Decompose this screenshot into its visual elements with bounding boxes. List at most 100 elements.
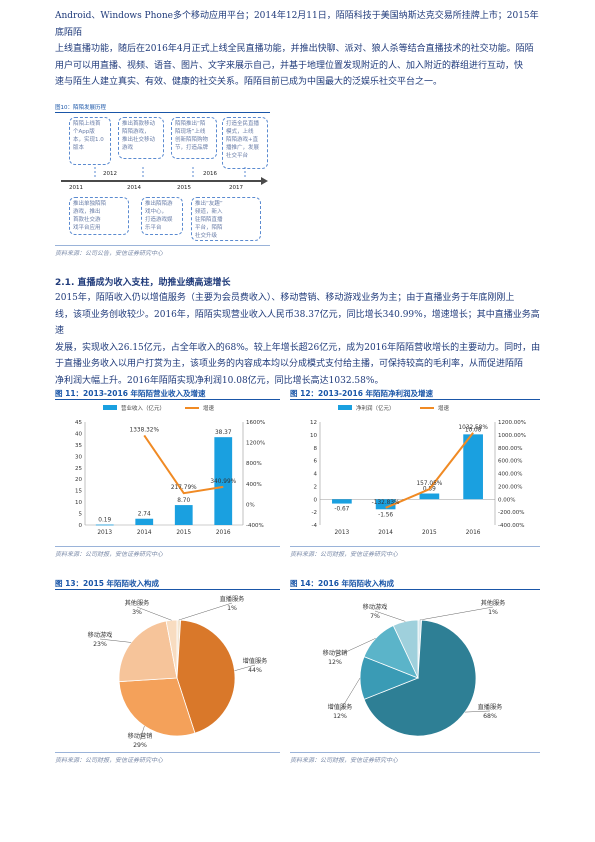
- pie-slice: [118, 677, 196, 737]
- y2-tick-label: -400.00%: [498, 523, 524, 529]
- y-tick-label: 2: [314, 484, 318, 490]
- y-tick-label: 20: [75, 477, 82, 483]
- y2-tick-label: 0%: [246, 502, 255, 508]
- timeline-top-box: 陌陌上线首 个App版 本，实现1.0 版本: [69, 117, 111, 165]
- slice-name-label: 增值服务: [243, 657, 268, 665]
- fig13-chart: 直播服务 1% 增值服务 44% 移动营销 29% 移动游戏 23% 其他服务 3%: [88, 595, 268, 749]
- timeline-axis: [61, 167, 268, 185]
- y2-tick-label: 200.00%: [498, 484, 522, 490]
- timeline-year: 2015: [177, 185, 191, 191]
- x-tick-label: 2015: [422, 530, 437, 536]
- y-tick-label: -4: [312, 523, 318, 529]
- section-line: 净利润大幅上升。2016年陌陌实现净利润10.08亿元，同比增长高达1032.5…: [55, 375, 384, 386]
- leader-line: [99, 638, 132, 643]
- y-tick-label: 0: [79, 523, 83, 529]
- leader-line: [339, 677, 361, 712]
- y2-tick-label: 1600%: [246, 420, 265, 426]
- y-tick-label: 8: [314, 446, 318, 452]
- y2-tick-label: 400%: [246, 482, 262, 488]
- growth-value-label: 217.79%: [171, 485, 197, 491]
- legend-label: 营业收入（亿元）: [121, 404, 165, 412]
- fig11-chart: 营业收入（亿元） 增速 0 5 10 15 20 25 30 35 40 45 -400% 0% 400% 8…: [75, 404, 265, 536]
- bar: [135, 518, 154, 525]
- legend-swatch-bar: [103, 405, 117, 410]
- bar-value-label: 0.19: [98, 518, 111, 524]
- fig11-top-rule: [55, 399, 280, 400]
- pie-slice: [165, 619, 178, 679]
- leader-line: [178, 602, 233, 621]
- growth-value-label: 1032.58%: [458, 425, 488, 431]
- x-tick-label: 2014: [378, 530, 393, 536]
- timeline-source: 资料来源：公司公告，安信证券研究中心: [55, 250, 164, 257]
- timeline-year: 2011: [69, 185, 83, 191]
- slice-name-label: 直播服务: [478, 703, 503, 711]
- x-tick-label: 2015: [176, 530, 191, 536]
- fig12-bottom-rule: [290, 546, 540, 547]
- fig11-bottom-rule: [55, 546, 280, 547]
- bar-value-label: 8.70: [177, 498, 190, 504]
- slice-name-label: 移动营销: [323, 649, 348, 657]
- y-tick-label: 25: [75, 466, 82, 472]
- slice-name-label: 其他服务: [481, 599, 506, 607]
- slice-name-label: 直播服务: [220, 595, 245, 603]
- intro-paragraph: Android、Windows Phone多个移动应用平台；2014年12月11…: [55, 8, 545, 91]
- bar-value-label: -0.67: [334, 507, 349, 513]
- timeline-year: 2017: [229, 185, 243, 191]
- timeline-year: 2016: [203, 171, 217, 177]
- y-tick-label: -2: [312, 510, 317, 516]
- fig14-source: 资料来源：公司财报，安信证券研究中心: [290, 757, 399, 764]
- bar: [332, 499, 352, 504]
- leader-line: [334, 638, 376, 658]
- section-line: 发展，实现收入26.15亿元，占全年收入的68%。较上年增长超26亿元，成为20…: [55, 342, 541, 353]
- growth-value-label: 157.05%: [416, 481, 442, 487]
- fig12-top-rule: [290, 399, 540, 400]
- y2-tick-label: 1200%: [246, 441, 265, 447]
- slice-name-label: 移动游戏: [363, 603, 388, 611]
- bar: [419, 493, 440, 500]
- x-tick-label: 2013: [97, 530, 112, 536]
- fig12-title: 图 12：2013-2016 年陌陌净利润及增速: [290, 389, 434, 398]
- slice-value-label: 44%: [248, 667, 262, 674]
- timeline-rule: [55, 112, 270, 113]
- growth-value-label: -132.83%: [372, 500, 400, 506]
- fig11-source: 资料来源：公司财报，安信证券研究中心: [55, 551, 164, 558]
- legend-label: 增速: [438, 404, 450, 412]
- bar-value-label: 10.08: [465, 427, 482, 433]
- timeline-figure-label: 图10：陌陌发展历程: [55, 105, 106, 111]
- y-tick-label: 10: [310, 433, 317, 439]
- intro-line: Android、Windows Phone多个移动应用平台；2014年12月11…: [55, 11, 539, 38]
- bar: [95, 524, 114, 526]
- timeline-top-box: 陌陌推出“陌 陌现场”上线 创新陌陌购物 节，打造品牌: [171, 117, 217, 159]
- pie-slice: [392, 619, 419, 679]
- y-tick-label: 0: [314, 497, 318, 503]
- leader-line: [464, 710, 491, 713]
- bar-value-label: 2.74: [138, 512, 151, 518]
- growth-value-label: 340.99%: [210, 479, 236, 485]
- bar: [214, 437, 233, 525]
- timeline-top-box: 推出首款移动 陌陌游戏， 推出社交移动 游戏: [118, 117, 164, 159]
- slice-name-label: 其他服务: [125, 599, 150, 607]
- growth-line: [143, 434, 224, 495]
- bar-value-label: 38.37: [215, 430, 232, 436]
- pie-slice: [176, 619, 236, 734]
- fig13-source: 资料来源：公司财报，安信证券研究中心: [55, 757, 164, 764]
- leader-line: [374, 610, 406, 622]
- y2-tick-label: 800%: [246, 461, 262, 467]
- y-tick-label: 30: [75, 454, 82, 460]
- x-tick-label: 2016: [466, 530, 481, 536]
- intro-line: 速与陌生人建立真实、有效、健康的社交关系。陌陌目前已成为中国最大的泛娱乐社交平台…: [55, 77, 443, 87]
- section-line: 于直播业务收入以用户打赏为主，该项业务的内容成本均以分成模式支付给主播，可保持较…: [55, 359, 524, 369]
- y2-tick-label: 0.00%: [498, 497, 515, 503]
- timeline-bottom-box: 推出陌陌游 戏中心， 打造游戏娱 乐平台: [141, 197, 183, 235]
- y-tick-label: 4: [314, 472, 318, 478]
- fig12-source: 资料来源：公司财报，安信证券研究中心: [290, 551, 399, 558]
- y-tick-label: 5: [79, 512, 83, 518]
- timeline-top-box: 打造全民直播 模式，上线 陌陌游戏+直 播推广，发展 社交平台: [222, 117, 268, 169]
- fig13-bottom-rule: [55, 752, 280, 753]
- slice-value-label: 7%: [370, 613, 380, 620]
- y-tick-label: 12: [310, 420, 317, 426]
- leader-line: [139, 725, 145, 741]
- fig12-chart: 净利润（亿元） 增速 -4 -2 0 2 4 6 8 10 12 -400.00% -200.00% 0.…: [310, 404, 526, 536]
- slice-name-label: 移动游戏: [88, 631, 113, 639]
- slice-value-label: 1%: [227, 605, 237, 612]
